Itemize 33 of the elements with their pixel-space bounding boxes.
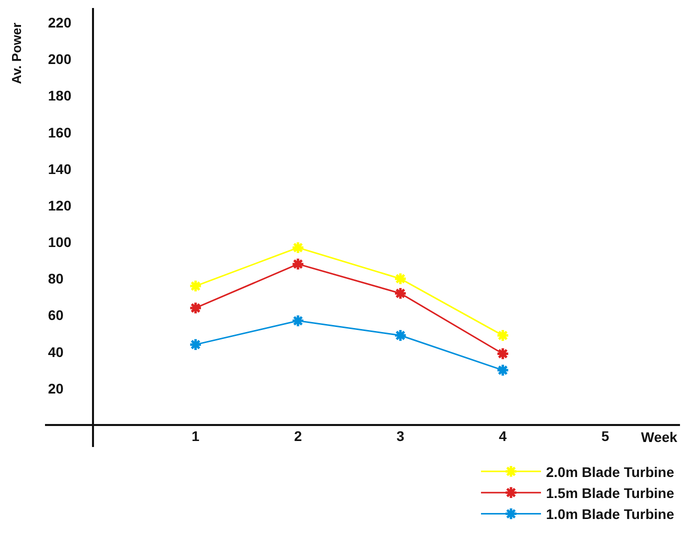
y-tick-label: 160 (48, 124, 72, 140)
point (188, 279, 202, 293)
point (188, 338, 202, 352)
y-axis-title: Av. Power (8, 22, 24, 84)
y-tick-label: 20 (48, 380, 64, 396)
point (496, 328, 510, 342)
y-tick-label: 140 (48, 160, 72, 177)
legend-label: 1.0m Blade Turbine (546, 506, 674, 522)
x-axis-title: Week (641, 429, 678, 445)
y-tick-label: 220 (48, 14, 72, 31)
point (394, 328, 408, 342)
point (291, 257, 305, 271)
x-tick-label: 4 (498, 428, 507, 444)
point (188, 301, 202, 315)
point (496, 347, 510, 360)
point (496, 364, 510, 377)
point (291, 314, 305, 328)
point (291, 240, 305, 254)
legend-label: 1.5m Blade Turbine (546, 485, 674, 502)
x-tick-label: 5 (601, 428, 610, 444)
y-tick-label: 80 (48, 270, 64, 287)
y-tick-label: 40 (48, 344, 64, 360)
x-tick-label: 2 (294, 428, 302, 444)
x-tick-label: 1 (192, 428, 200, 444)
y-tick-label: 100 (48, 234, 72, 250)
y-tick-label: 180 (48, 88, 72, 104)
legend-label: 2.0m Blade Turbine (546, 464, 674, 480)
y-tick-label: 200 (48, 51, 72, 68)
point (394, 286, 408, 300)
x-tick-label: 3 (396, 428, 404, 444)
y-tick-label: 60 (48, 307, 64, 324)
y-tick-label: 120 (48, 197, 72, 214)
point (394, 272, 408, 286)
